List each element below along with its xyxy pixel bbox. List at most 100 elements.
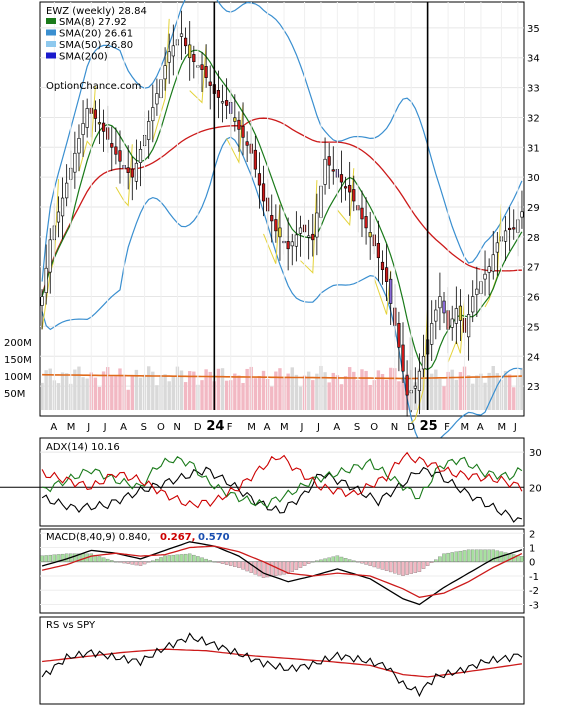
volume-bar: [155, 385, 159, 410]
adx-y-tick-label: 30: [529, 448, 542, 459]
volume-bar: [97, 386, 102, 410]
candle-body: [225, 100, 229, 106]
volume-bar: [93, 377, 98, 410]
volume-bar: [179, 370, 184, 410]
macd-histogram-bar: [249, 561, 253, 573]
candle-body: [286, 241, 290, 250]
x-tick-label: M: [280, 422, 289, 433]
x-tick-label: F: [227, 422, 233, 433]
macd-y-tick-label: 1: [529, 544, 535, 555]
volume-bar: [376, 370, 381, 410]
candle-body: [360, 207, 364, 220]
macd-histogram-bar: [274, 561, 278, 576]
macd-histogram-bar: [89, 553, 94, 562]
candle-body: [134, 162, 138, 182]
macd-histogram-bar: [60, 553, 65, 562]
macd-histogram-bar: [397, 561, 401, 575]
volume-bar: [503, 370, 508, 410]
macd-y-tick-label: 2: [529, 529, 535, 540]
macd-histogram-bar: [475, 549, 479, 562]
macd-histogram-bar: [372, 561, 377, 568]
legend-label: SMA(8) 27.92: [59, 17, 127, 28]
volume-bar: [438, 378, 442, 410]
volume-bar: [64, 373, 69, 410]
parabolic-sar-segment: [226, 104, 244, 165]
macd-panel-frame: [39, 528, 525, 614]
candle-body: [352, 189, 356, 202]
macd-histogram-bar: [413, 561, 418, 573]
macd-histogram-bar: [347, 559, 352, 562]
macd-histogram-bar: [77, 553, 81, 562]
volume-y-tick-label: 150M: [4, 355, 32, 366]
adx-panel-frame: [39, 437, 525, 527]
candle-body: [237, 119, 241, 130]
volume-bar: [401, 377, 405, 410]
volume-y-tick-label: 200M: [4, 338, 32, 349]
macd-histogram-value: 0.570: [198, 532, 230, 543]
x-tick-label: A: [50, 422, 57, 433]
candle-body: [384, 267, 389, 282]
macd-histogram-bar: [146, 561, 151, 563]
price-y-tick-label: 28: [527, 233, 540, 244]
sma-8-line: [41, 49, 523, 371]
volume-bar: [188, 371, 192, 410]
macd-histogram-bar: [187, 553, 192, 562]
volume-bar: [130, 375, 134, 410]
macd-histogram-bar: [429, 561, 434, 563]
candle-body: [294, 234, 298, 247]
volume-bar: [56, 383, 61, 410]
macd-histogram-bar: [442, 553, 446, 562]
x-tick-label: J: [103, 422, 107, 433]
candle-body: [471, 296, 475, 313]
volume-bar: [471, 383, 475, 410]
macd-histogram-bar: [192, 554, 196, 562]
parabolic-sar-segment: [78, 85, 96, 172]
volume-bar: [216, 368, 221, 410]
macd-histogram-bar: [388, 561, 393, 573]
volume-bar: [183, 382, 188, 410]
candle-body: [487, 266, 491, 273]
volume-bar: [364, 370, 368, 410]
price-y-tick-label: 23: [527, 382, 540, 393]
volume-y-tick-label: 50M: [4, 389, 25, 400]
candle-body: [110, 143, 114, 148]
volume-bar: [146, 366, 151, 410]
macd-histogram-bar: [470, 549, 475, 562]
x-tick-label: M: [67, 422, 76, 433]
candle-body: [380, 261, 385, 270]
rs-trend-line: [42, 648, 522, 678]
volume-bar: [286, 373, 290, 410]
volume-bar: [245, 368, 249, 410]
macd-histogram-bar: [479, 549, 483, 562]
macd-histogram-bar: [360, 561, 364, 564]
volume-bar: [306, 371, 311, 410]
macd-y-tick-label: -2: [529, 586, 539, 597]
macd-histogram-bar: [155, 558, 159, 562]
candle-body: [430, 323, 434, 345]
candle-body: [48, 239, 52, 273]
watermark-text: OptionChance.com: [46, 81, 141, 92]
macd-histogram-bar: [311, 561, 315, 563]
volume-bar: [507, 374, 512, 410]
candle-body: [307, 235, 311, 238]
price-panel-frame: [39, 1, 525, 417]
candle-body: [442, 300, 446, 314]
macd-histogram-bar: [237, 561, 241, 568]
macd-histogram-bar: [196, 556, 200, 562]
volume-bar: [40, 382, 44, 410]
macd-histogram-bar: [290, 561, 295, 572]
volume-bar: [48, 368, 52, 410]
macd-histogram-bar: [97, 556, 102, 562]
macd-histogram-bar: [179, 554, 184, 562]
candle-body: [204, 66, 208, 78]
candle-body: [327, 156, 331, 166]
candle-body: [261, 183, 266, 202]
volume-bar: [77, 366, 81, 410]
volume-bar: [298, 386, 303, 410]
volume-bar: [200, 380, 204, 410]
volume-bar: [290, 367, 294, 410]
macd-histogram-bar: [466, 549, 471, 562]
volume-bar: [270, 386, 274, 410]
candle-body: [450, 318, 454, 328]
price-y-tick-label: 27: [527, 263, 540, 274]
